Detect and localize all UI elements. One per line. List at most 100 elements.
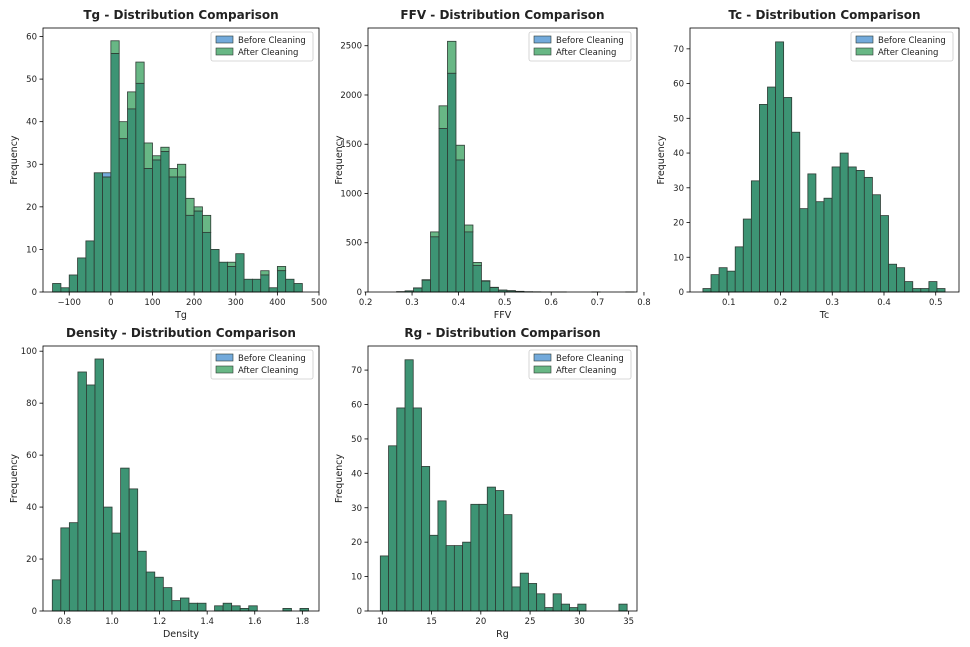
x-tick-label: 0.6 (544, 298, 558, 308)
histogram-bar (759, 104, 768, 293)
x-axis-label: FFV (494, 310, 512, 321)
x-tick-label: 0.4 (452, 298, 466, 308)
histogram-bar (429, 534, 439, 612)
legend-label: Before Cleaning (238, 36, 306, 46)
histogram-bar (928, 281, 938, 293)
histogram-bar (519, 572, 529, 612)
histogram-bar (464, 231, 474, 293)
histogram-bar (421, 279, 431, 293)
legend-swatch (855, 47, 874, 56)
histogram-bar (462, 541, 472, 612)
histogram-bar (128, 488, 139, 612)
histogram-bar (577, 603, 587, 612)
histogram-bar (767, 86, 776, 293)
chart-title: Density - Distribution Comparison (66, 326, 296, 340)
x-axis-label: Density (163, 629, 199, 640)
histogram-bar (110, 53, 120, 293)
y-tick-label: 2000 (340, 91, 362, 101)
histogram-bar-excess (227, 261, 237, 267)
y-axis-label: Frequency (334, 135, 345, 184)
y-tick-label: 10 (351, 573, 362, 583)
y-tick-label: 100 (21, 347, 37, 357)
axes-frame (367, 345, 638, 612)
y-tick-label: 1500 (340, 140, 362, 150)
chart-title: FFV - Distribution Comparison (400, 8, 604, 22)
histogram-bars (51, 358, 309, 612)
histogram-bar (276, 270, 287, 293)
legend-label: Before Cleaning (238, 354, 306, 364)
histogram-bar (193, 210, 203, 293)
y-tick-label: 40 (26, 118, 37, 128)
histogram-bar (102, 176, 112, 293)
histogram-bar (799, 208, 809, 293)
histogram-bar (742, 218, 752, 293)
histogram-bar-excess (447, 40, 457, 74)
histogram-bar (293, 283, 303, 293)
histogram-bar (180, 597, 190, 612)
y-axis-label: Frequency (9, 454, 20, 503)
histogram-bar (214, 605, 224, 612)
histogram-bar (807, 173, 817, 293)
histogram-bar (135, 82, 145, 293)
x-tick-label: 10 (377, 617, 388, 627)
histogram-bar (177, 176, 187, 293)
histogram-bar (783, 97, 793, 293)
histogram-bar-excess (193, 206, 203, 212)
histogram-bar-excess (177, 163, 187, 178)
histogram-bar-excess (455, 144, 465, 161)
histogram-bar (162, 587, 173, 612)
legend: Before Cleaning After Cleaning (528, 349, 632, 380)
histogram-bar (912, 288, 922, 293)
histogram-bar (235, 253, 245, 293)
legend-swatch (215, 47, 234, 56)
x-tick-label: 1.4 (200, 617, 214, 627)
histogram-bar-excess (143, 142, 153, 169)
histogram-bar (137, 550, 147, 612)
y-tick-label: 0 (32, 288, 37, 298)
legend-swatch (215, 35, 234, 44)
legend: Before Cleaning After Cleaning (528, 31, 632, 62)
x-tick-label: 1.8 (296, 617, 310, 627)
histogram-bar (168, 176, 178, 293)
chart-panel-rg: 10 15 20 25 30 35 0 10 20 30 40 50 60 70 Rg - Distribu… (334, 326, 638, 640)
histogram-bar-excess (127, 91, 137, 110)
histogram-bar (197, 602, 207, 612)
histogram-bar (863, 176, 873, 293)
chart-panel-density: 0.8 1.0 1.2 1.4 1.6 1.8 0 20 40 60 80 100 Density - … (9, 326, 320, 640)
histogram-bar (511, 586, 521, 612)
axes-frame (42, 27, 320, 293)
legend-box (210, 349, 314, 380)
chart-panel-tg: −100 0 100 200 300 400 500 0 10 20 30 40 50 60 Tg - Di… (9, 8, 327, 321)
x-tick-label: 0.4 (877, 298, 891, 308)
histogram-bar (160, 151, 170, 293)
histogram-bar (51, 579, 62, 612)
histogram-bar (455, 159, 465, 293)
legend-label: After Cleaning (238, 48, 298, 58)
histogram-bars (396, 40, 635, 293)
chart-panel-tc: 0.1 0.2 0.3 0.4 0.5 0 10 20 30 40 50 60 70 Tc - Distr… (656, 8, 960, 321)
histogram-bar (68, 274, 78, 293)
y-tick-label: 2500 (340, 42, 362, 52)
legend-box (210, 31, 314, 62)
legend-label: After Cleaning (238, 366, 298, 376)
legend-label: Before Cleaning (878, 36, 946, 46)
x-tick-label: 0.8 (637, 298, 651, 308)
histogram-bar (904, 281, 914, 293)
histogram-bar-excess (464, 224, 474, 233)
histogram-bar (831, 166, 841, 293)
histogram-bar (68, 522, 79, 612)
histogram-bar (839, 152, 849, 293)
x-tick-label: 30 (574, 617, 585, 627)
y-tick-label: 0 (357, 607, 362, 617)
legend-label: Before Cleaning (556, 36, 624, 46)
x-axis-label: Tg (174, 310, 187, 321)
legend-swatch (533, 35, 552, 44)
legend-swatch (533, 47, 552, 56)
histogram-bar (202, 231, 212, 293)
y-tick-label: 30 (351, 504, 362, 514)
histogram-bar (145, 571, 156, 612)
y-tick-label: 20 (26, 203, 37, 213)
x-tick-label: 0.3 (405, 298, 419, 308)
histogram-bar (248, 605, 258, 612)
histogram-bar-excess (185, 197, 195, 216)
